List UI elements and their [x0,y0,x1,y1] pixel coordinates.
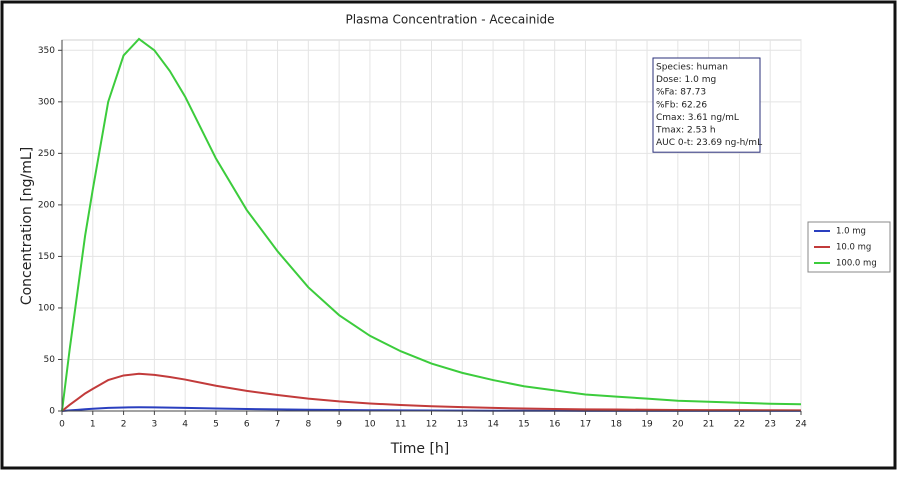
x-tick-label: 21 [703,420,714,430]
x-tick-label: 9 [336,420,342,430]
x-tick-label: 0 [59,420,65,430]
legend-label: 100.0 mg [836,259,877,269]
x-tick-label: 22 [734,420,745,430]
x-tick-label: 15 [518,420,529,430]
line [61,372,802,412]
annotation-text: %Fa: 87.73 [656,88,706,98]
annotation: Species: human Dose: 1.0 mg %Fa: 87.73 %Fb:… [652,57,762,153]
annotation-text: AUC 0-t: 23.69 ng-h/mL [656,138,762,148]
x-tick-label: 16 [549,420,561,430]
y-tick-label: 100 [38,303,55,313]
x-tick-label: 3 [152,420,158,430]
x-tick-label: 14 [487,420,499,430]
line [61,37,802,412]
x-tick-label: 19 [641,420,653,430]
chart-title: Plasma Concentration - Acecainide [345,13,554,27]
x-tick-label: 20 [672,420,684,430]
annotation-text: Species: human [656,63,728,73]
x-tick-label: 13 [457,420,468,430]
x-tick-label: 6 [244,420,250,430]
y-tick-label: 300 [38,97,55,107]
x-tick-label: 24 [795,420,807,430]
x-tick-label: 2 [121,420,127,430]
x-tick-label: 5 [213,420,219,430]
annotation-box [652,57,761,153]
x-tick-label: 1 [90,420,96,430]
x-tick-label: 11 [395,420,406,430]
y-tick-label: 0 [49,407,55,417]
y-tick-label: 150 [38,252,55,262]
x-tick-label: 7 [275,420,281,430]
y-axis-label: Concentration [ng/mL] [19,147,35,305]
x-tick-label: 4 [182,420,188,430]
y-tick-label: 50 [44,355,56,365]
x-tick-label: 12 [426,420,437,430]
x-tick-label: 17 [580,420,591,430]
x-tick-label: 8 [305,420,311,430]
x-tick-label: 10 [364,420,376,430]
x-tick-label: 18 [611,420,623,430]
annotation-text: Dose: 1.0 mg [656,75,716,85]
annotation-text: Tmax: 2.53 h [655,126,716,136]
y-tick-label: 200 [38,200,55,210]
y-tick-label: 350 [38,46,55,56]
annotation-text: %Fb: 62.26 [656,100,707,110]
legend-label: 1.0 mg [836,227,866,237]
legend: 1.0 mg 10.0 mg 100.0 mg [807,221,891,273]
y-tick-label: 250 [38,149,55,159]
x-axis-label: Time [h] [390,441,450,457]
annotation-text: Cmax: 3.61 ng/mL [656,113,739,123]
legend-label: 10.0 mg [836,243,871,253]
x-tick-label: 23 [764,420,775,430]
